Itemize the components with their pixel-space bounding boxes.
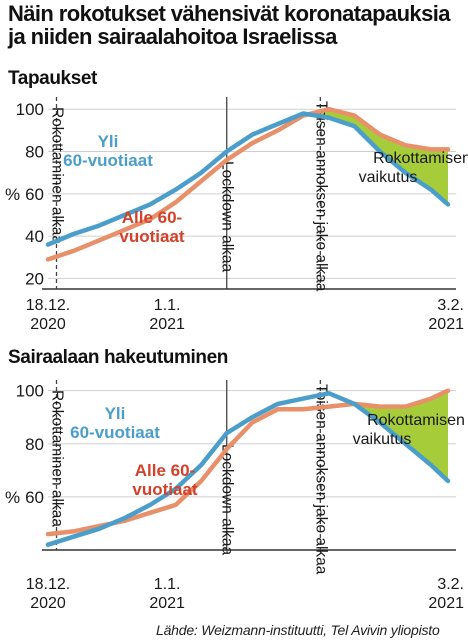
series-label-under-60: vuotiaat: [119, 227, 185, 246]
y-tick-label: 100: [16, 382, 44, 401]
annotation-label: vaikutus: [359, 169, 418, 186]
y-axis-unit: %: [5, 488, 20, 507]
vaccination-effect-area: [303, 109, 448, 205]
x-tick-label: 2021: [149, 595, 185, 612]
annotation-label: Rokottamisen: [373, 150, 468, 167]
event-label: Lockdown alkaa: [219, 161, 236, 273]
x-tick-label: 3.2.: [437, 576, 464, 593]
series-label-over-60: Yli: [98, 132, 119, 151]
series-label-under-60: Alle 60-: [122, 208, 182, 227]
y-tick-label: 100: [16, 100, 44, 119]
x-tick-label: 1.1.: [154, 576, 181, 593]
series-line-over-60: [45, 391, 451, 547]
event-label: Rokottaminen alkaa: [49, 390, 66, 527]
event-label: Rokottaminen alkaa: [49, 107, 66, 244]
x-tick-label: 2021: [149, 316, 185, 333]
cases-chart: 20 40 60 80 100% Rokottaminen alkaa Lockdown a…: [5, 97, 468, 333]
series-line-under-60: [45, 106, 451, 262]
series-label-under-60: Alle 60-: [135, 461, 195, 480]
panel-title-hospital: Sairaalaan hakeutuminen: [8, 347, 228, 368]
x-tick-label: 2020: [30, 316, 66, 333]
x-tick-label: 1.1.: [154, 297, 181, 314]
event-label: Toisen annoksen jako alkaa: [312, 384, 329, 575]
series-line-over-60: [45, 111, 451, 247]
x-tick-label: 2021: [428, 316, 464, 333]
y-tick-label: 20: [25, 269, 44, 288]
series-label-over-60: 60-vuotiaat: [63, 151, 153, 170]
y-tick-label: 80: [25, 143, 44, 162]
chart-title: Näin rokotukset vähensivät koronatapauks…: [8, 1, 450, 49]
series-label-under-60: vuotiaat: [132, 480, 198, 499]
x-tick-label: 18.12.: [26, 576, 70, 593]
series-label-over-60: Yli: [105, 404, 126, 423]
hospitalization-chart: 60 80 100% Rokottaminen alkaa Lockdown alkaa…: [5, 380, 465, 612]
source-note: Lähde: Weizmann-instituutti, Tel Avivin …: [156, 622, 440, 638]
annotation-label: vaikutus: [353, 431, 412, 448]
y-tick-label: 80: [25, 435, 44, 454]
y-tick-label: 60: [25, 185, 44, 204]
x-tick-label: 2021: [428, 595, 464, 612]
y-tick-label: 60: [25, 488, 44, 507]
panel-title-cases: Tapaukset: [8, 68, 97, 89]
event-label: Toisen annoksen jako alkaa: [312, 101, 329, 292]
y-tick-label: 40: [25, 227, 44, 246]
x-tick-label: 18.12.: [26, 297, 70, 314]
x-tick-label: 2020: [30, 595, 66, 612]
x-tick-label: 3.2.: [437, 297, 464, 314]
y-axis-unit: %: [5, 185, 20, 204]
event-label: Lockdown alkaa: [219, 444, 236, 556]
annotation-label: Rokottamisen: [367, 412, 465, 429]
series-label-over-60: 60-vuotiaat: [70, 423, 160, 442]
